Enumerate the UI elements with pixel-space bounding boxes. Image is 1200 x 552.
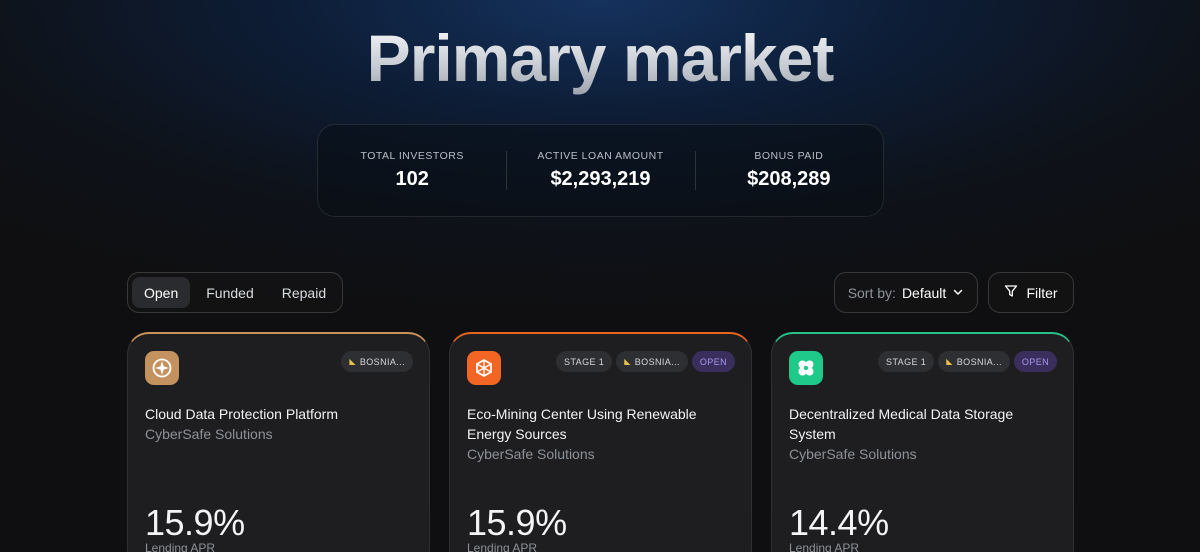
network-icon [467,351,501,385]
card-company: CyberSafe Solutions [467,446,595,462]
card-company: CyberSafe Solutions [789,446,917,462]
card-company: CyberSafe Solutions [145,426,273,442]
stat-label: ACTIVE LOAN AMOUNT [537,150,664,162]
card-badges: ◣ BOSNIA... [341,351,413,372]
filter-label: Filter [1026,284,1058,301]
filter-icon [1004,284,1018,301]
location-badge: ◣ BOSNIA... [341,351,413,372]
apr-label: Lending APR [467,541,538,552]
page-title: Primary market [0,18,1200,98]
stat-value: $208,289 [747,168,831,190]
tab-repaid[interactable]: Repaid [281,284,327,301]
stage-badge: STAGE 1 [556,351,613,372]
card-title-block: Decentralized Medical Data Storage Syste… [789,404,1059,464]
status-badge: OPEN [691,351,735,372]
stage-badge: STAGE 1 [878,351,935,372]
sort-value: Default [901,284,947,301]
card-badges: STAGE 1 ◣ BOSNIA... OPEN [556,351,735,372]
stat-bonus-paid: BONUS PAID $208,289 [694,125,883,216]
status-badge: OPEN [1013,351,1057,372]
compass-icon [145,351,179,385]
location-badge: ◣ BOSNIA... [938,351,1010,372]
flag-icon: ◣ [946,357,953,366]
badge-text: BOSNIA... [634,356,680,367]
card-title: Eco-Mining Center Using Renewable Energy… [467,406,697,442]
apr-value: 15.9% [467,502,567,543]
flag-icon: ◣ [624,357,631,366]
tab-funded[interactable]: Funded [206,284,254,301]
apr-label: Lending APR [789,541,860,552]
sort-prefix: Sort by: [847,284,896,301]
status-tabs: Open Funded Repaid [127,272,344,313]
loan-card[interactable]: ◣ BOSNIA... Cloud Data Protection Platfo… [127,332,430,552]
sort-dropdown[interactable]: Sort by: Default [834,272,978,313]
filter-button[interactable]: Filter [988,272,1074,313]
stat-label: BONUS PAID [754,150,824,162]
stat-total-investors: TOTAL INVESTORS 102 [318,125,506,216]
card-title-block: Eco-Mining Center Using Renewable Energy… [467,404,737,464]
location-badge: ◣ BOSNIA... [616,351,688,372]
chevron-down-icon [952,285,964,301]
card-title-block: Cloud Data Protection Platform CyberSafe… [145,404,415,444]
stats-panel: TOTAL INVESTORS 102 ACTIVE LOAN AMOUNT $… [317,124,884,217]
stat-label: TOTAL INVESTORS [360,150,464,162]
clover-icon [789,351,823,385]
loan-card[interactable]: STAGE 1 ◣ BOSNIA... OPEN Decentralized M… [771,332,1074,552]
stat-active-loan-amount: ACTIVE LOAN AMOUNT $2,293,219 [506,125,694,216]
stat-value: 102 [395,168,429,190]
stat-value: $2,293,219 [550,168,651,190]
badge-text: BOSNIA... [956,356,1002,367]
apr-label: Lending APR [145,541,216,552]
loan-card[interactable]: STAGE 1 ◣ BOSNIA... OPEN Eco-Mining Cent… [449,332,752,552]
card-title: Cloud Data Protection Platform [145,406,338,422]
card-badges: STAGE 1 ◣ BOSNIA... OPEN [878,351,1057,372]
flag-icon: ◣ [349,357,356,366]
badge-text: BOSNIA... [359,356,405,367]
tab-open[interactable]: Open [132,277,191,308]
apr-value: 15.9% [145,502,245,543]
apr-value: 14.4% [789,502,889,543]
card-title: Decentralized Medical Data Storage Syste… [789,406,1014,442]
